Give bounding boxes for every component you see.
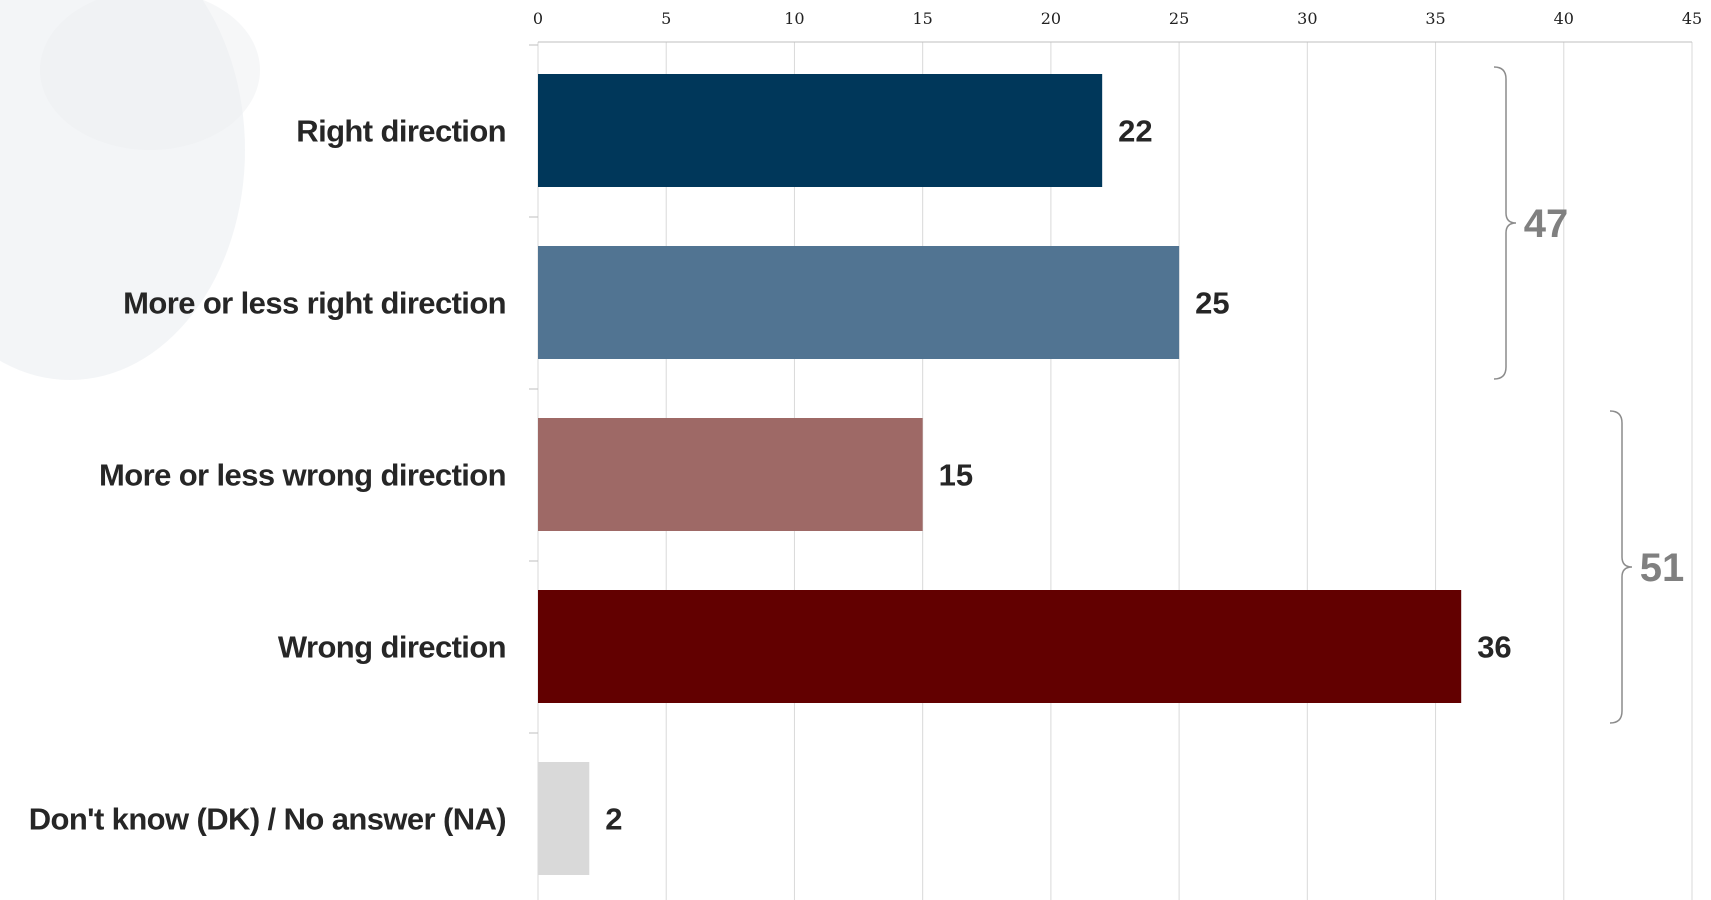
x-tick-label: 35 (1425, 9, 1445, 28)
labels: 22 Right direction 25 More or less right di… (29, 114, 1512, 837)
group-bracket (1609, 410, 1633, 724)
x-tick-label: 20 (1041, 9, 1061, 28)
bars (538, 74, 1462, 875)
group-brackets: 47 51 (1493, 66, 1685, 724)
bar-value-label: 2 (605, 802, 622, 837)
bracket-total-label: 47 (1524, 202, 1569, 246)
bracket-total-label: 51 (1640, 546, 1685, 590)
bar (538, 762, 590, 875)
bar (538, 590, 1462, 703)
x-axis: 0 5 10 15 20 25 30 35 40 45 (529, 9, 1702, 734)
x-tick-label: 5 (661, 9, 671, 28)
x-tick-label: 40 (1554, 9, 1574, 28)
bar-value-label: 36 (1477, 630, 1511, 665)
category-label: More or less wrong direction (99, 458, 506, 493)
category-label: Right direction (296, 114, 506, 149)
x-tick-label: 25 (1169, 9, 1189, 28)
bar-value-label: 22 (1118, 114, 1152, 149)
x-tick-label: 15 (912, 9, 932, 28)
background-blob (40, 0, 260, 150)
bar-value-label: 15 (939, 458, 973, 493)
bar (538, 418, 923, 531)
category-label: Don't know (DK) / No answer (NA) (29, 802, 506, 837)
background-texture (0, 0, 260, 380)
x-tick-label: 45 (1682, 9, 1702, 28)
category-label: Wrong direction (278, 630, 506, 665)
x-tick-label: 0 (533, 9, 543, 28)
bar-value-label: 25 (1195, 286, 1229, 321)
group-bracket (1493, 66, 1517, 380)
bar (538, 246, 1180, 359)
category-label: More or less right direction (123, 286, 506, 321)
x-tick-label: 10 (784, 9, 804, 28)
bar (538, 74, 1103, 187)
x-tick-label: 30 (1297, 9, 1317, 28)
